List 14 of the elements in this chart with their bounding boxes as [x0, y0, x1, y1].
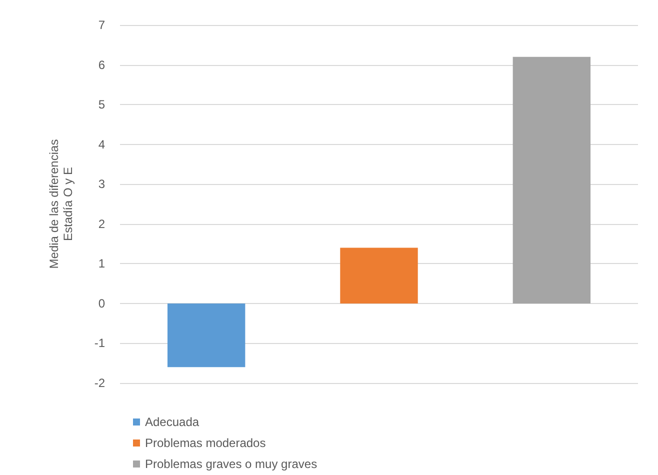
legend-label: Problemas graves o muy graves: [145, 457, 318, 471]
y-axis-title: Media de las diferencias Estadía O y E: [47, 139, 75, 269]
legend-label: Problemas moderados: [145, 436, 266, 450]
y-tick-label: 4: [98, 137, 106, 152]
y-tick-label: 0: [98, 296, 106, 310]
y-tick-label: 5: [98, 98, 106, 112]
y-tick-label: 2: [98, 216, 106, 231]
y-tick-label: 3: [98, 177, 106, 192]
y-tick-label: 7: [98, 18, 106, 32]
legend-label: Adecuada: [145, 415, 200, 429]
y-tick-label: -1: [94, 336, 106, 350]
y-tick-label: 1: [98, 256, 106, 271]
y-tick-label: 6: [98, 58, 106, 72]
y-tick-label: -2: [94, 376, 106, 390]
